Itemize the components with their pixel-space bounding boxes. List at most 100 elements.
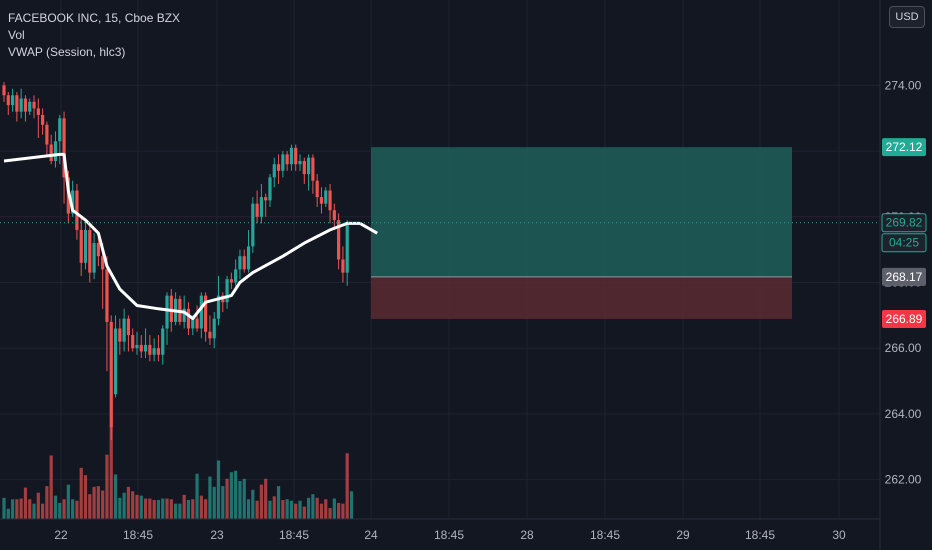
long-position-tool[interactable] <box>371 147 792 319</box>
vwap-indicator-label[interactable]: VWAP (Session, hlc3) <box>8 45 126 59</box>
volume-bar <box>242 478 246 519</box>
candle-body <box>152 348 156 355</box>
symbol-title[interactable]: FACEBOOK INC, 15, Cboe BZX <box>8 11 181 25</box>
volume-bar <box>204 499 208 519</box>
loss-zone <box>371 276 792 319</box>
candle-body <box>199 295 203 329</box>
volume-bar <box>289 500 294 519</box>
volume-bar <box>79 467 83 519</box>
candle-body <box>96 243 100 257</box>
price-tick-label: 264.00 <box>885 407 922 421</box>
candle-body <box>212 318 216 339</box>
candle-body <box>36 108 40 115</box>
volume-indicator-label[interactable]: Vol <box>8 28 25 42</box>
price-tag <box>881 213 927 233</box>
candle-body <box>156 348 161 355</box>
candle-body <box>161 328 165 355</box>
candle-body <box>101 256 105 270</box>
candle-body <box>19 98 23 112</box>
candle-body <box>302 160 306 175</box>
volume-bar <box>174 503 178 519</box>
candle-body <box>341 259 345 273</box>
candle-body <box>49 144 53 161</box>
volume-bar <box>216 460 221 519</box>
volume-bar <box>302 506 306 519</box>
candle-body <box>131 335 135 349</box>
candle-body <box>311 157 315 181</box>
volume-bar <box>225 478 229 519</box>
candle-body <box>169 295 173 322</box>
time-axis[interactable]: 22 18:45 23 18:45 24 18:45 28 18:45 29 18:45 30 <box>54 528 846 542</box>
volume-bar <box>96 486 100 519</box>
volume-bar <box>315 497 319 519</box>
time-tick-label: 18:45 <box>434 528 464 542</box>
volume-bar <box>212 486 216 519</box>
volume-bar <box>311 494 315 519</box>
volume-bar <box>298 500 302 519</box>
candle-body <box>332 210 336 221</box>
price-tag <box>881 233 927 253</box>
candle-body <box>315 180 319 198</box>
volume-bar <box>23 487 28 519</box>
time-tick-label: 18:45 <box>590 528 620 542</box>
volume-bar <box>118 497 122 519</box>
candle-body <box>58 118 62 142</box>
volume-bar <box>165 498 169 519</box>
candle-body <box>135 344 139 349</box>
currency-button[interactable]: USD <box>889 6 925 28</box>
volume-bar <box>75 500 79 519</box>
candle-body <box>195 318 199 329</box>
volume-bar <box>178 503 182 519</box>
candle-body <box>88 229 92 273</box>
volume-bar <box>306 497 311 519</box>
volume-bar <box>152 500 156 519</box>
candle-body <box>204 295 208 332</box>
candle-body <box>294 147 298 165</box>
price-tick-label: 274.00 <box>885 78 922 92</box>
candle-body <box>259 197 263 217</box>
candle-body <box>272 164 276 178</box>
volume-bar <box>246 499 251 519</box>
price-tag <box>882 138 926 157</box>
candle-body <box>6 95 10 106</box>
candlesticks <box>2 82 349 441</box>
candle-body <box>71 190 75 214</box>
candle-body <box>139 344 143 352</box>
candle-body <box>242 256 246 270</box>
time-tick-label: 18:45 <box>123 528 153 542</box>
price-tick-label: 262.00 <box>885 473 922 487</box>
volume-bar <box>281 500 285 519</box>
candle-body <box>109 321 113 428</box>
candle-body <box>79 229 83 263</box>
time-tick-label: 29 <box>676 528 690 542</box>
volume-bar <box>229 472 233 519</box>
candle-body <box>143 344 148 352</box>
volume-bar <box>345 453 349 519</box>
volume-bar <box>92 486 96 519</box>
volume-bar <box>161 498 165 519</box>
candle-body <box>328 190 332 211</box>
candle-body <box>255 203 259 217</box>
candle-body <box>229 279 233 283</box>
candle-body <box>208 331 212 339</box>
price-tag-label: 268.17 <box>886 270 923 284</box>
candle-body <box>53 141 58 161</box>
volume-bar <box>195 473 199 519</box>
candle-body <box>285 154 289 165</box>
volume-bar <box>101 490 105 519</box>
volume-bar <box>285 499 289 519</box>
candle-body <box>345 222 349 273</box>
candle-body <box>289 147 294 165</box>
volume-bar <box>36 492 40 519</box>
candle-body <box>148 344 152 355</box>
candle-body <box>45 124 49 145</box>
candle-body <box>113 328 118 395</box>
candle-body <box>298 160 302 165</box>
candle-body <box>191 318 195 329</box>
volume-bar <box>234 470 238 519</box>
volume-bar <box>186 500 191 519</box>
vwap-line <box>3 152 378 321</box>
candle-body <box>216 295 221 319</box>
volume-bar <box>58 502 62 519</box>
